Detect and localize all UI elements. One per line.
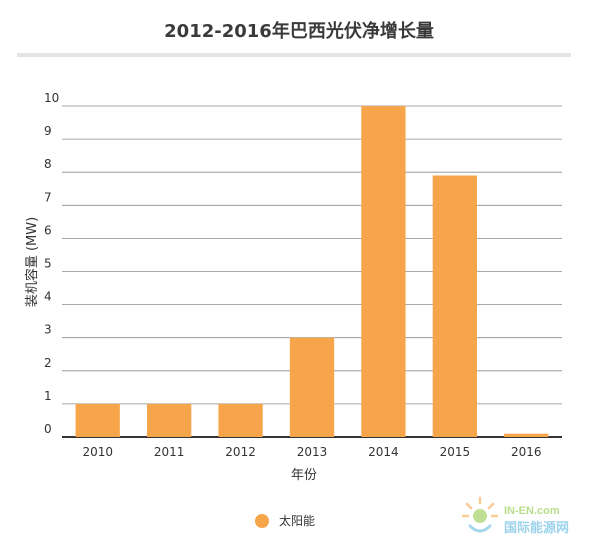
- bar-2011: [147, 403, 192, 437]
- bars: [75, 106, 549, 437]
- sun-leaf-icon: [461, 496, 499, 533]
- y-tick-labels: 0 1 2 3 4 5 6 7 8 9 10: [44, 91, 59, 436]
- legend-label: 太阳能: [279, 514, 316, 528]
- x-tick-label: 2015: [440, 445, 471, 459]
- y-tick-label: 6: [44, 223, 52, 237]
- y-tick-label: 1: [44, 389, 52, 403]
- bar-2013: [289, 337, 335, 437]
- y-tick-label: 2: [44, 356, 52, 370]
- legend-marker-icon: [255, 513, 269, 528]
- y-tick-label: 0: [44, 422, 52, 436]
- x-tick-labels: 2010 2011 2012 2013 2014 2015 2016: [82, 445, 541, 459]
- y-tick-label: 9: [44, 124, 52, 138]
- x-tick-label: 2011: [154, 445, 185, 459]
- y-tick-label: 3: [44, 323, 52, 337]
- y-tick-label: 10: [44, 91, 59, 105]
- x-tick-label: 2013: [297, 445, 328, 459]
- bar-2012: [218, 403, 263, 437]
- title-divider: [17, 53, 571, 57]
- bar-2015: [432, 175, 477, 437]
- x-tick-label: 2010: [82, 445, 113, 459]
- x-axis-label: 年份: [291, 468, 317, 483]
- legend[interactable]: 太阳能: [255, 512, 315, 529]
- y-tick-label: 7: [44, 190, 52, 204]
- watermark-tagline: 国际能源网: [504, 520, 569, 536]
- y-tick-label: 5: [44, 257, 52, 271]
- in-en-logo: IN-EN.com 国际能源网: [461, 496, 569, 536]
- y-axis-label: 装机容量 (MW): [24, 217, 40, 307]
- bar-2016: [504, 433, 549, 437]
- watermark-brand: IN-EN.com: [504, 505, 560, 517]
- x-tick-label: 2012: [225, 445, 256, 459]
- chart-title: 2012-2016年巴西光伏净增长量: [164, 21, 434, 42]
- bar-2010: [75, 403, 120, 437]
- y-tick-label: 8: [44, 157, 52, 171]
- bar-2014: [361, 106, 406, 437]
- x-tick-label: 2016: [511, 445, 542, 459]
- x-tick-label: 2014: [368, 445, 399, 459]
- y-tick-label: 4: [44, 290, 52, 304]
